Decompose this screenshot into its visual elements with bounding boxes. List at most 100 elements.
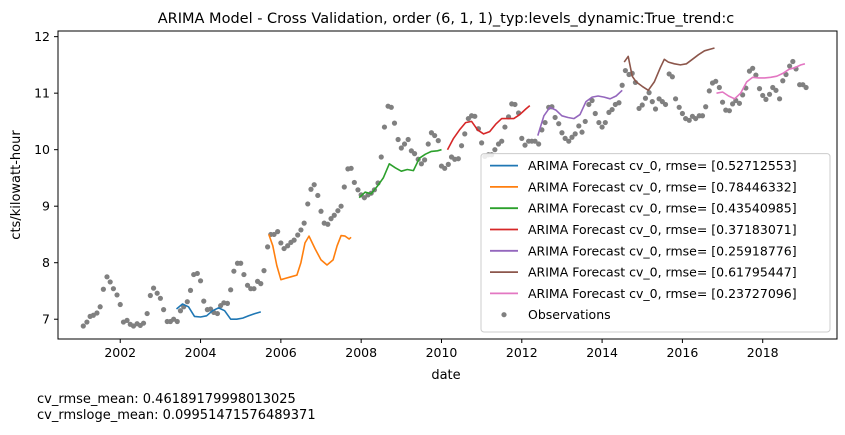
y-tick-label: 10 <box>34 142 50 157</box>
observation-point <box>472 113 478 119</box>
x-tick-label: 2012 <box>506 345 538 360</box>
observation-point <box>238 260 244 266</box>
observation-point <box>231 268 237 274</box>
observation-point <box>197 278 204 284</box>
observation-point <box>401 141 408 147</box>
observation-point <box>512 101 518 108</box>
observation-point <box>763 96 769 102</box>
observation-point <box>177 308 184 314</box>
observation-point <box>184 299 190 305</box>
observation-point <box>458 143 465 149</box>
observation-point <box>291 237 297 243</box>
observation-point <box>699 113 706 119</box>
observation-point <box>646 90 652 96</box>
observation-point <box>639 102 645 108</box>
observation-point <box>726 108 732 114</box>
observation-point <box>693 115 699 122</box>
observation-point <box>261 268 267 274</box>
x-tick-label: 2014 <box>586 345 618 360</box>
observation-point <box>776 96 783 102</box>
observation-point <box>281 245 287 252</box>
observation-point <box>652 106 659 112</box>
observation-point <box>94 310 100 316</box>
observation-point <box>100 286 106 292</box>
observation-point <box>729 101 736 107</box>
observation-point <box>519 135 525 141</box>
observation-point <box>672 96 679 102</box>
observation-point <box>315 192 321 199</box>
observation-point <box>341 184 347 190</box>
observation-point <box>576 123 582 129</box>
observation-point <box>669 74 675 80</box>
observation-point <box>552 114 558 121</box>
observation-point <box>599 124 605 130</box>
observation-point <box>224 300 231 306</box>
observation-point <box>241 271 247 278</box>
legend-label: ARIMA Forecast cv_0, rmse= [0.25918776] <box>528 243 797 258</box>
observation-point <box>569 134 575 140</box>
observation-point <box>442 165 448 171</box>
observation-point <box>97 304 103 310</box>
x-tick-label: 2006 <box>265 345 297 360</box>
observation-point <box>713 78 719 84</box>
observation-point <box>157 295 163 301</box>
observation-point <box>107 279 113 285</box>
cv-rmse-mean-text: cv_rmse_mean: 0.46189179998013025 <box>37 392 296 407</box>
observation-point <box>502 124 508 130</box>
plot-frame <box>57 30 838 340</box>
observation-point <box>632 79 639 86</box>
observation-point <box>110 286 117 292</box>
observation-point <box>766 91 773 97</box>
observation-point <box>391 120 398 126</box>
legend-label: ARIMA Forecast cv_0, rmse= [0.23727096] <box>528 286 797 301</box>
observation-point <box>499 138 505 144</box>
observation-point <box>462 131 468 137</box>
observation-point <box>556 121 562 127</box>
observation-point <box>117 301 123 308</box>
observation-point <box>559 130 565 136</box>
x-tick-label: 2002 <box>104 345 136 360</box>
observation-point <box>338 203 344 209</box>
observation-point <box>214 310 221 317</box>
observation-point <box>787 63 793 69</box>
observation-point <box>305 201 311 207</box>
observation-point <box>756 86 763 92</box>
observation-point <box>803 84 809 91</box>
observation-point <box>301 220 307 226</box>
observation-point <box>398 145 404 151</box>
observation-point <box>522 142 528 148</box>
forecast-line-2 <box>358 148 442 199</box>
observation-point <box>780 78 786 84</box>
forecast-line-4 <box>537 89 623 136</box>
forecast-line-3 <box>446 104 531 151</box>
observation-point <box>140 320 147 326</box>
x-tick-label: 2018 <box>747 345 779 360</box>
observation-point <box>679 110 686 117</box>
observation-point <box>325 221 331 227</box>
observation-point <box>251 286 257 292</box>
y-tick-label: 12 <box>34 29 50 44</box>
observation-point <box>572 131 578 137</box>
observation-point <box>589 97 595 104</box>
observation-point <box>187 287 194 293</box>
observation-point <box>361 195 367 201</box>
observation-point <box>201 298 207 304</box>
observation-point <box>532 138 538 144</box>
observation-point <box>104 274 110 280</box>
observation-point <box>592 110 598 117</box>
observation-point <box>790 58 796 65</box>
observation-point <box>174 318 180 325</box>
x-tick-label: 2008 <box>345 345 377 360</box>
observation-point <box>542 119 548 126</box>
observation-point <box>388 104 394 110</box>
observation-point <box>455 156 461 162</box>
observation-point <box>616 100 622 106</box>
legend-label: ARIMA Forecast cv_0, rmse= [0.61795447] <box>528 265 797 280</box>
observation-point <box>596 119 602 126</box>
forecast-line-0 <box>175 303 262 320</box>
observation-point <box>649 99 655 105</box>
observation-point <box>298 227 304 233</box>
observation-point <box>736 100 743 106</box>
observation-point <box>271 231 277 238</box>
